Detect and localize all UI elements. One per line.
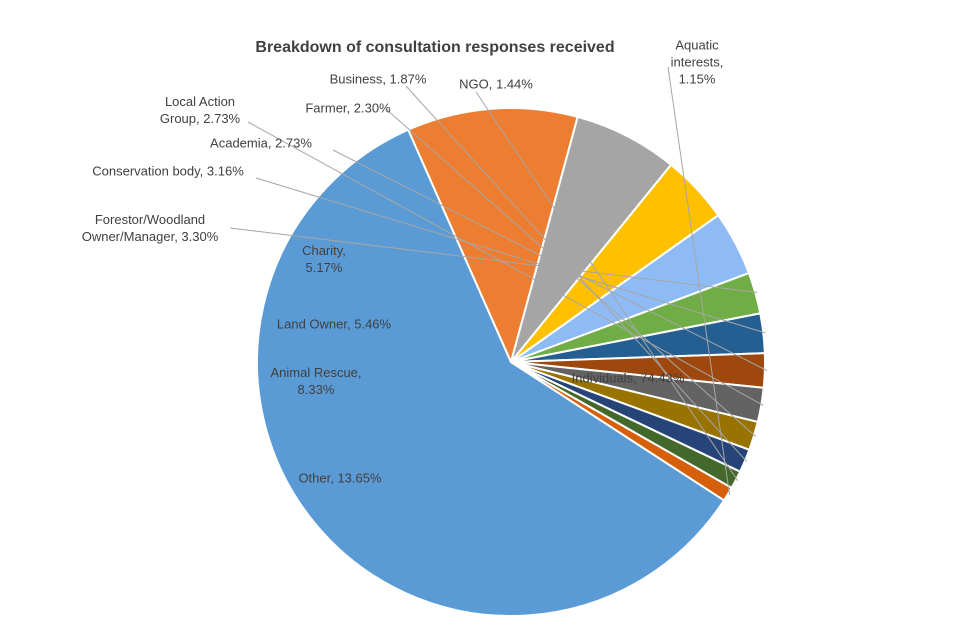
data-label-other: Other, 13.65% [298, 470, 381, 487]
leader-line-ngo [475, 91, 739, 482]
data-label-conservation-body: Conservation body, 3.16% [92, 163, 244, 180]
pie-slice-other [407, 107, 579, 363]
data-label-line: Individuals, 74.43% [571, 370, 685, 386]
data-label-line: Other, 13.65% [298, 470, 382, 486]
data-label-ngo: NGO, 1.44% [459, 76, 533, 93]
data-label-local-action-group: Local Action Group, 2.73% [160, 93, 240, 127]
data-label-academia: Academia, 2.73% [210, 135, 312, 152]
leader-line-aquatic-interests [667, 66, 731, 496]
data-label-line: 1.15% [678, 71, 716, 87]
leader-line-farmer [385, 108, 757, 437]
leader-line-local-action-group [247, 121, 764, 406]
pie-slice-aquatic-interests [510, 361, 733, 502]
data-label-line: Animal Rescue, [270, 365, 362, 380]
leader-line-academia [332, 149, 768, 372]
data-label-farmer: Farmer, 2.30% [305, 100, 390, 117]
data-label-line: Owner/Manager, 3.30% [81, 229, 219, 244]
data-label-line: Aquatic [675, 37, 719, 53]
data-label-line: NGO, 1.44% [459, 76, 533, 92]
leader-line-conservation-body [255, 177, 766, 334]
data-label-line: 8.33% [297, 382, 335, 397]
leader-line-forestor-woodland-owner-manager [229, 227, 758, 293]
data-label-line: Charity, [302, 243, 346, 258]
leader-line-business [405, 85, 748, 462]
data-label-business: Business, 1.87% [330, 71, 427, 88]
data-label-line: Farmer, 2.30% [305, 100, 391, 116]
data-label-line: Conservation body, 3.16% [92, 163, 244, 179]
data-label-line: Local Action [164, 94, 236, 109]
data-label-line: Land Owner, 5.46% [276, 316, 392, 332]
data-label-line: Forestor/Woodland [94, 212, 206, 227]
chart-title: Breakdown of consultation responses rece… [255, 39, 615, 56]
pie-slice-individuals [256, 128, 726, 617]
data-label-aquatic-interests: Aquatic interests, 1.15% [671, 37, 724, 88]
data-label-individuals: Individuals, 74.43% [572, 370, 685, 387]
data-label-forestor-woodland-owner-manager: Forestor/Woodland Owner/Manager, 3.30% [82, 211, 219, 245]
data-label-line: 5.17% [305, 260, 343, 275]
data-label-line: Business, 1.87% [329, 71, 427, 87]
data-label-line: Group, 2.73% [159, 111, 241, 126]
data-label-animal-rescue: Animal Rescue, 8.33% [270, 364, 361, 398]
data-label-land-owner: Land Owner, 5.46% [277, 316, 391, 333]
data-label-charity: Charity, 5.17% [302, 242, 346, 276]
data-label-line: Academia, 2.73% [210, 135, 312, 151]
data-label-line: interests, [670, 54, 724, 70]
